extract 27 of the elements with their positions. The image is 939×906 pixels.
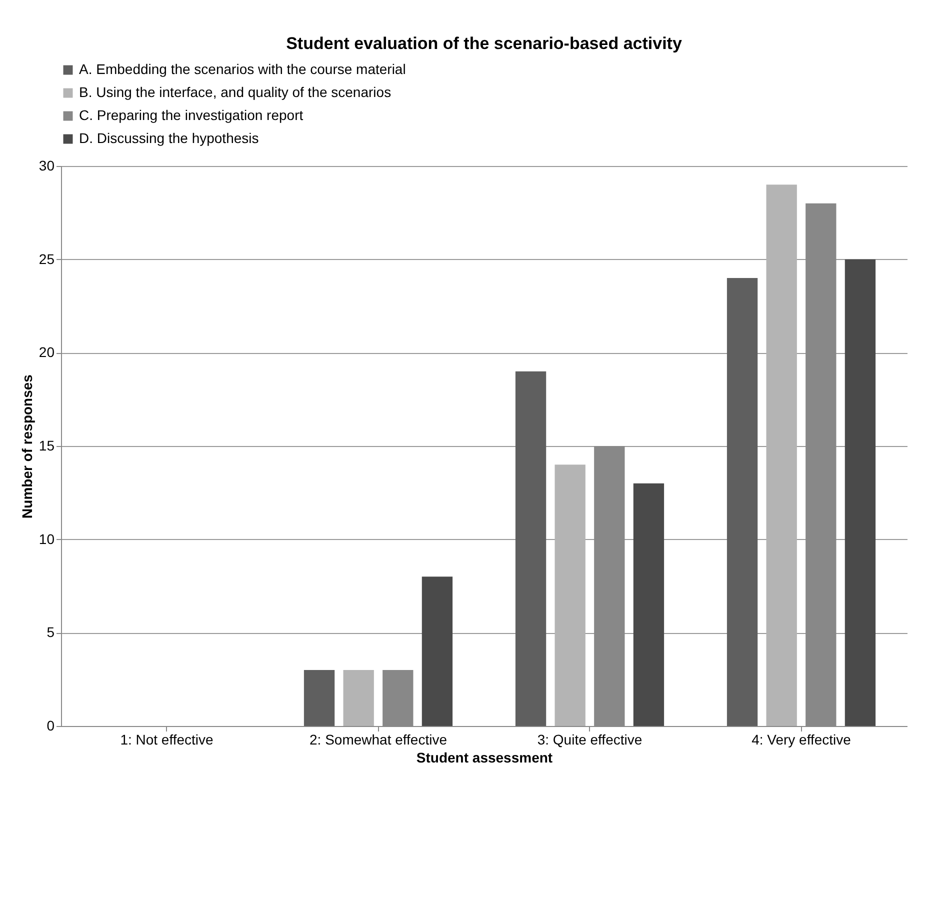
y-tick-label: 10	[38, 530, 55, 547]
legend-label: D. Discussing the hypothesis	[79, 130, 259, 146]
x-tick-label: 1: Not effective	[120, 732, 214, 748]
legend-label: B. Using the interface, and quality of the scenarios	[79, 84, 392, 100]
y-tick-label: 5	[46, 624, 55, 640]
y-axis-title: Number of responses	[18, 374, 35, 518]
chart-title: Student evaluation of the scenario-based activity	[286, 34, 682, 53]
bar	[766, 184, 797, 726]
legend-label: C. Preparing the investigation report	[79, 107, 304, 123]
y-tick-label: 20	[38, 344, 55, 360]
y-tick-label: 25	[38, 250, 55, 267]
y-tick-label: 30	[38, 158, 55, 174]
bar	[515, 371, 546, 726]
y-tick-label: 15	[38, 438, 55, 454]
bar	[554, 464, 586, 726]
bar	[633, 483, 664, 726]
y-tick-label: 0	[46, 718, 55, 734]
bar	[343, 670, 374, 726]
x-tick-label: 3: Quite effective	[537, 732, 642, 748]
bar	[844, 259, 876, 726]
x-axis-title: Student assessment	[416, 750, 553, 766]
bar	[304, 670, 335, 726]
bar	[422, 576, 453, 726]
x-tick-label: 2: Somewhat effective	[310, 732, 448, 748]
legend-label: A. Embedding the scenarios with the course material	[79, 61, 406, 77]
bar	[726, 278, 758, 726]
x-tick-label: 4: Very effective	[752, 732, 852, 748]
